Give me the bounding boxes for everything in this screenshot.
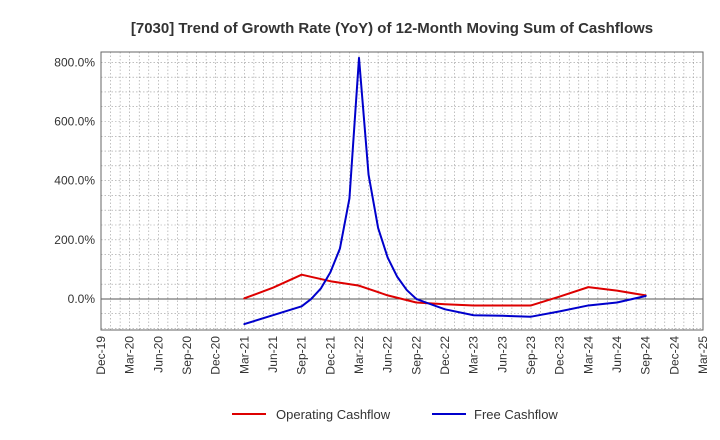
x-tick-label: Mar-21 <box>237 336 251 374</box>
legend-label-free-cashflow: Free Cashflow <box>474 407 558 422</box>
x-tick-label: Dec-20 <box>209 336 223 375</box>
x-tick-label: Sep-21 <box>295 336 309 375</box>
series-line-operating-cashflow <box>243 273 647 307</box>
x-tick-label: Mar-25 <box>696 336 710 374</box>
plot-frame <box>100 51 704 331</box>
x-tick-label: Jun-22 <box>381 336 395 373</box>
axes: 0.0% 200.0% 400.0% 600.0% 800.0% Dec-19 Mar-20… <box>54 51 710 375</box>
x-tick-label: Dec-24 <box>667 336 681 375</box>
chart-title: [7030] Trend of Growth Rate (YoY) of 12-… <box>131 20 653 37</box>
x-tick-label: Mar-24 <box>581 336 595 374</box>
x-tick-label: Dec-22 <box>438 336 452 375</box>
plot-area <box>101 52 703 330</box>
x-tick-label: Dec-23 <box>553 336 567 375</box>
x-tick-label: Sep-20 <box>180 336 194 375</box>
x-tick-label: Jun-24 <box>610 336 624 373</box>
legend-label-operating-cashflow: Operating Cashflow <box>276 407 391 422</box>
y-tick-label: 600.0% <box>54 115 95 129</box>
x-tick-label: Jun-21 <box>266 336 280 373</box>
x-tick-label: Sep-24 <box>639 336 653 375</box>
x-tick-label: Mar-20 <box>123 336 137 374</box>
x-tick-label: Mar-23 <box>467 336 481 374</box>
x-tick-label: Sep-22 <box>409 336 423 375</box>
series-layer <box>243 56 647 326</box>
x-tick-label: Dec-21 <box>323 336 337 375</box>
y-tick-label: 800.0% <box>54 55 95 69</box>
x-tick-label: Jun-20 <box>151 336 165 373</box>
x-tick-label: Jun-23 <box>495 336 509 373</box>
grid <box>100 52 704 330</box>
y-tick-label: 200.0% <box>54 233 95 247</box>
x-tick-label: Sep-23 <box>524 336 538 375</box>
y-tick-label: 400.0% <box>54 174 95 188</box>
x-tick-label: Mar-22 <box>352 336 366 374</box>
y-tick-label: 0.0% <box>68 292 96 306</box>
x-tick-label: Dec-19 <box>94 336 108 375</box>
legend: Operating Cashflow Free Cashflow <box>232 407 558 422</box>
series-line-free-cashflow <box>243 56 647 326</box>
